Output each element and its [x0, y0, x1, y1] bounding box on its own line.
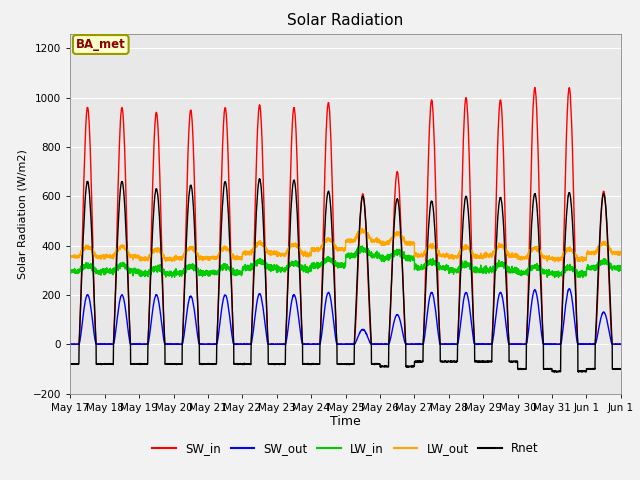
LW_in	[180, 266, 188, 272]
LW_out	[396, 230, 403, 236]
Rnet	[575, 369, 582, 375]
SW_in	[67, 341, 74, 347]
SW_in	[366, 323, 374, 329]
Line: SW_out: SW_out	[70, 289, 621, 344]
Y-axis label: Solar Radiation (W/m2): Solar Radiation (W/m2)	[17, 149, 28, 278]
Rnet	[617, 366, 625, 372]
LW_out	[67, 253, 74, 259]
LW_out	[366, 234, 374, 240]
Line: LW_in: LW_in	[70, 246, 621, 278]
Line: LW_out: LW_out	[70, 228, 621, 262]
LW_in	[524, 267, 531, 273]
SW_out	[524, 335, 531, 341]
Rnet	[180, 287, 188, 293]
LW_in	[579, 275, 586, 281]
Legend: SW_in, SW_out, LW_in, LW_out, Rnet: SW_in, SW_out, LW_in, LW_out, Rnet	[148, 437, 543, 460]
SW_out	[617, 341, 625, 347]
SW_out	[67, 341, 74, 347]
LW_in	[617, 263, 625, 269]
SW_in	[497, 97, 504, 103]
SW_in	[617, 341, 625, 347]
Rnet	[497, 195, 504, 201]
SW_in	[396, 192, 403, 198]
SW_in	[180, 276, 188, 281]
LW_in	[358, 243, 366, 249]
SW_out	[538, 333, 546, 339]
Line: SW_in: SW_in	[70, 88, 621, 344]
LW_in	[497, 263, 504, 268]
LW_out	[579, 259, 586, 264]
Rnet	[538, 308, 546, 313]
SW_out	[366, 339, 374, 345]
LW_in	[538, 268, 546, 274]
Rnet	[524, 314, 531, 320]
Rnet	[366, 314, 374, 320]
SW_out	[180, 328, 188, 334]
LW_out	[358, 226, 366, 231]
LW_in	[366, 250, 374, 255]
Rnet	[396, 212, 403, 218]
LW_out	[524, 252, 531, 258]
SW_out	[396, 316, 403, 322]
LW_in	[67, 268, 74, 274]
Rnet	[67, 361, 74, 367]
SW_out	[565, 286, 573, 292]
Rnet	[256, 176, 264, 182]
SW_out	[67, 341, 74, 347]
SW_in	[524, 311, 531, 316]
LW_in	[396, 249, 403, 254]
LW_out	[617, 249, 625, 255]
LW_out	[180, 251, 188, 256]
LW_out	[497, 244, 504, 250]
X-axis label: Time: Time	[330, 415, 361, 429]
Line: Rnet: Rnet	[70, 179, 621, 372]
LW_out	[538, 252, 546, 258]
Title: Solar Radiation: Solar Radiation	[287, 13, 404, 28]
SW_in	[538, 307, 546, 312]
SW_out	[497, 289, 504, 295]
SW_in	[531, 85, 539, 91]
Text: BA_met: BA_met	[76, 38, 125, 51]
SW_in	[67, 341, 74, 347]
